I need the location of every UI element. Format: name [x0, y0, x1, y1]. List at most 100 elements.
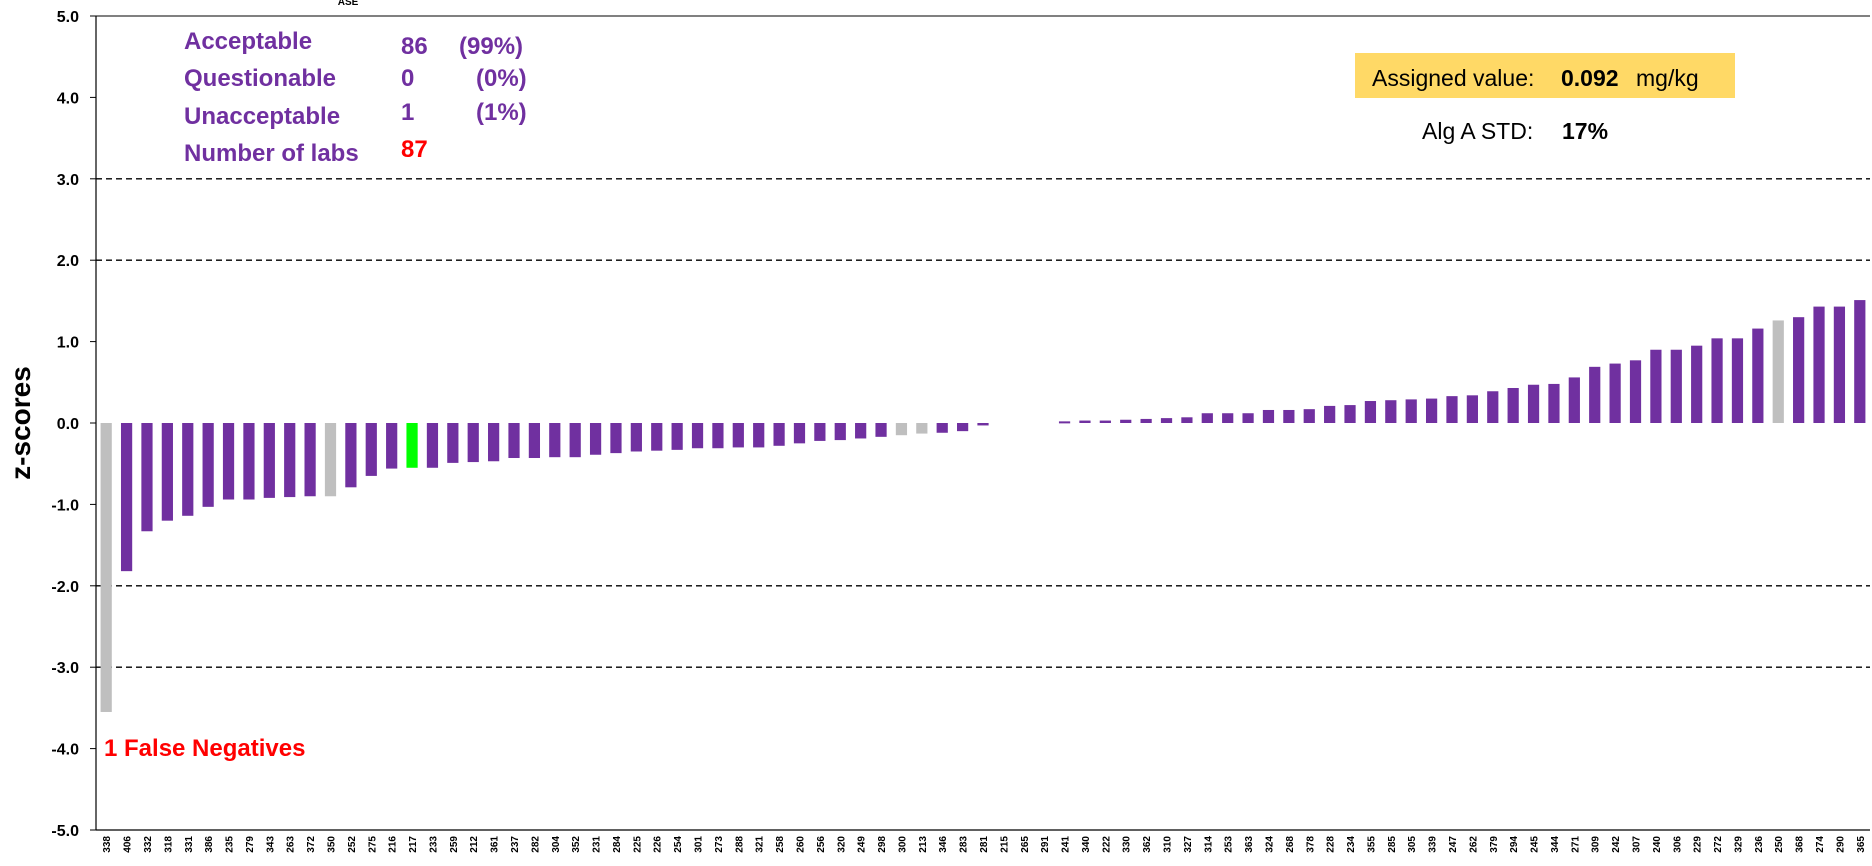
bar-233: [426, 423, 439, 468]
x-tick-label: 307: [1632, 836, 1643, 853]
bar-273: [712, 423, 724, 449]
bar-362: [1140, 418, 1152, 423]
y-tick-label: -1.0: [51, 497, 79, 514]
bar-320: [834, 423, 846, 441]
bar-240: [1650, 349, 1662, 423]
x-tick-label: 240: [1652, 836, 1663, 853]
y-tick-label: -2.0: [51, 579, 79, 596]
y-axis-label: z-scores: [5, 366, 36, 480]
bar-285: [1385, 400, 1397, 423]
bar-352: [569, 423, 581, 458]
y-tick-label: 2.0: [57, 253, 79, 270]
bar-253: [1222, 413, 1234, 423]
x-tick-label: 324: [1264, 836, 1275, 853]
x-tick-label: 363: [1244, 836, 1255, 853]
bar-237: [508, 423, 520, 459]
x-tick-label: 368: [1795, 836, 1806, 853]
x-tick-label: 298: [877, 836, 888, 853]
bar-314: [1201, 413, 1213, 423]
x-tick-label: 350: [326, 836, 337, 853]
x-tick-label: 281: [979, 836, 990, 853]
x-tick-label: 252: [347, 836, 358, 853]
bar-249: [855, 423, 867, 439]
bar-386: [202, 423, 214, 507]
unacceptable-count: 1: [401, 99, 414, 126]
x-tick-label: 212: [469, 836, 480, 853]
x-tick-label: 222: [1101, 836, 1112, 853]
x-tick-label: 320: [836, 836, 847, 853]
bar-304: [549, 423, 561, 458]
bar-306: [1670, 349, 1682, 423]
x-tick-label: 273: [714, 836, 725, 853]
y-tick-label: -3.0: [51, 660, 79, 677]
x-tick-label: 250: [1774, 836, 1785, 853]
x-tick-label: 361: [490, 836, 501, 853]
y-tick-labels: 5.0 4.0 3.0 2.0 1.0 0.0 -1.0 -2.0 -3.0 -4.0 -5.0: [51, 9, 96, 840]
y-tick-label: 0.0: [57, 416, 79, 433]
std-label: Alg A STD:: [1422, 118, 1533, 144]
bar-294: [1507, 387, 1519, 423]
y-tick-label: -5.0: [51, 823, 79, 840]
unacceptable-label: Unacceptable: [184, 103, 340, 130]
x-tick-label: 234: [1346, 836, 1357, 853]
y-tick-label: -4.0: [51, 742, 79, 759]
x-tick-label: 247: [1448, 836, 1459, 853]
x-tick-label: 279: [245, 836, 256, 853]
x-tick-label: 228: [1326, 836, 1337, 853]
bar-355: [1364, 401, 1377, 423]
y-tick-label: 4.0: [57, 90, 79, 107]
bar-346: [936, 423, 948, 433]
bar-406: [120, 423, 133, 572]
x-tick-label: 284: [612, 836, 623, 853]
bar-331: [182, 423, 194, 516]
x-tick-label: 290: [1835, 836, 1846, 853]
x-tick-label: 362: [1142, 836, 1153, 853]
bar-361: [488, 423, 500, 462]
bar-310: [1160, 418, 1173, 423]
bar-222: [1099, 420, 1111, 423]
acceptable-count: 86: [401, 33, 428, 60]
bar-281: [977, 423, 989, 426]
x-tick-label: 343: [265, 836, 276, 853]
bar-272: [1711, 338, 1723, 423]
bar-229: [1691, 345, 1703, 423]
bar-236: [1752, 328, 1764, 423]
bar-279: [243, 423, 255, 500]
bar-363: [1242, 413, 1254, 423]
x-tick-label: 378: [1305, 836, 1316, 853]
x-tick-label: 268: [1285, 836, 1296, 853]
questionable-label: Questionable: [184, 65, 336, 92]
labs-count: 87: [401, 136, 428, 163]
x-tick-label: 285: [1387, 836, 1398, 853]
x-tick-label: 306: [1672, 836, 1683, 853]
assigned-value-unit: mg/kg: [1636, 65, 1699, 91]
x-tick-label: 259: [449, 836, 460, 853]
x-tick-label: 253: [1224, 836, 1235, 853]
assigned-value-background: [1355, 53, 1735, 98]
x-tick-label: 365: [1856, 836, 1867, 853]
x-tick-label: 272: [1713, 836, 1724, 853]
x-tick-label: 226: [653, 836, 664, 853]
bar-225: [630, 423, 642, 452]
bar-288: [732, 423, 744, 448]
x-tick-label: 304: [551, 836, 562, 853]
bar-213: [916, 423, 928, 434]
bar-339: [1425, 398, 1438, 423]
questionable-pct: (0%): [476, 65, 527, 92]
x-tick-label: 327: [1183, 836, 1194, 853]
y-tick-label: 3.0: [57, 172, 79, 189]
x-tick-label: 215: [999, 836, 1010, 853]
x-tick-label: 233: [428, 836, 439, 853]
x-tick-label: 318: [163, 836, 174, 853]
x-tick-label: 265: [1020, 836, 1031, 853]
x-tick-label: 301: [694, 836, 705, 853]
bar-372: [304, 423, 316, 497]
bar-275: [365, 423, 377, 476]
bar-228: [1324, 405, 1336, 423]
bar-263: [284, 423, 296, 498]
reference-lines: [96, 15, 1870, 668]
bar-241: [1058, 421, 1071, 424]
bar-301: [691, 423, 704, 449]
x-tick-label: 242: [1611, 836, 1622, 853]
